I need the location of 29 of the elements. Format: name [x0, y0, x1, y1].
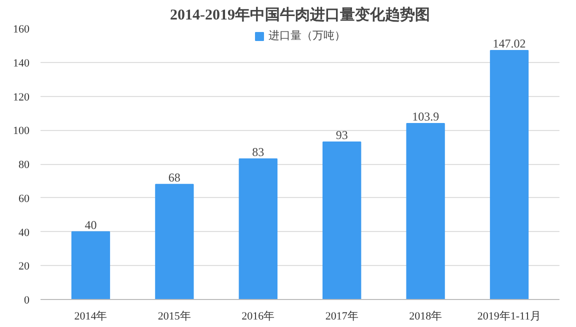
y-tick-label: 120	[13, 91, 30, 104]
chart-title: 2014-2019年中国牛肉进口量变化趋势图	[170, 6, 430, 24]
data-label: 93	[336, 128, 348, 142]
data-label: 40	[84, 218, 97, 232]
data-label: 147.02	[492, 36, 526, 50]
data-label: 68	[168, 170, 180, 184]
bar	[71, 231, 110, 300]
x-tick-label: 2019年1-11月	[477, 310, 542, 322]
y-tick-label: 40	[18, 226, 30, 239]
x-tick-label: 2015年	[158, 310, 191, 322]
y-tick-label: 60	[18, 192, 30, 205]
bar	[238, 158, 278, 300]
x-tick-label: 2014年	[74, 310, 108, 322]
x-tick-label: 2017年	[325, 310, 358, 322]
y-tick-label: 80	[18, 159, 30, 171]
y-tick-label: 160	[13, 24, 30, 36]
y-tick-label: 20	[18, 260, 30, 273]
bar	[155, 184, 194, 300]
y-tick-label: 140	[13, 57, 30, 70]
bar	[490, 50, 529, 300]
y-tick-label: 100	[13, 125, 30, 138]
bar	[322, 141, 362, 300]
x-tick-label: 2018年	[409, 310, 442, 322]
data-label: 83	[252, 144, 264, 159]
data-label: 103.9	[412, 110, 440, 124]
x-tick-label: 2016年	[242, 310, 275, 322]
bar	[406, 123, 445, 300]
legend-label: 进口量（万吨）	[268, 28, 346, 43]
y-tick-label: 0	[24, 294, 30, 306]
